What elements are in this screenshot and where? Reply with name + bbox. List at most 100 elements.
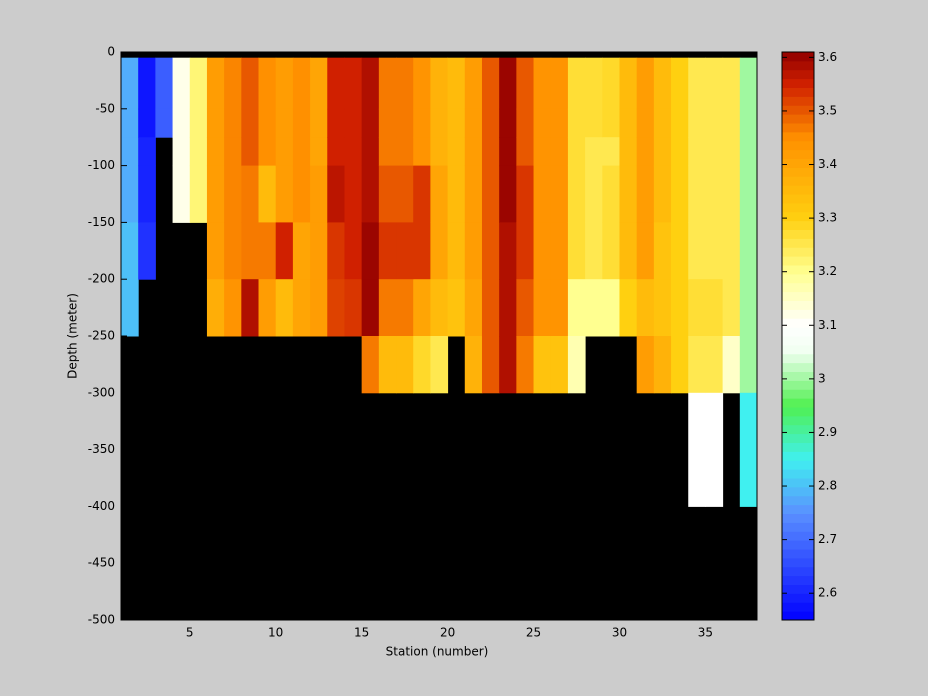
cell [499,279,517,337]
colorbar-swatch [782,167,814,177]
cell [189,108,208,138]
colorbar-swatch [782,353,814,364]
cell [705,336,724,394]
cell [430,222,449,280]
colorbar-swatch [782,504,814,514]
colorbar-swatch [782,60,814,71]
cell [413,336,431,394]
cell [447,137,466,167]
cell [585,57,603,110]
cell [499,222,517,280]
cell [413,222,431,280]
colorbar-swatch [782,611,814,621]
cell [310,137,328,167]
colorbar-swatch [782,584,814,594]
cell [722,165,741,223]
colorbar-swatch [782,575,814,585]
cell [430,336,449,394]
cell [413,137,431,167]
colorbar-swatch [782,602,814,612]
colorbar-tick-label: 3.2 [818,264,837,278]
cell [206,222,225,280]
cell [275,279,294,337]
cell [602,165,620,223]
cell [327,57,345,110]
cell [567,108,586,138]
colorbar-swatch [782,229,814,239]
cell [739,336,758,394]
cell [430,137,449,167]
x-tick-label: 35 [698,626,713,640]
cell [361,336,380,394]
cell [378,108,397,138]
colorbar-swatch [782,123,814,133]
cell [430,57,449,110]
colorbar-tick-label: 3.5 [818,103,837,117]
cell [550,165,569,223]
colorbar-swatch [782,140,814,151]
cell [121,165,139,223]
cell [671,336,689,394]
colorbar-swatch [782,87,814,97]
colorbar-swatch [782,442,814,452]
colorbar-swatch [782,460,814,470]
cell [224,165,242,223]
cell [722,108,741,138]
cell [378,57,397,110]
colorbar-swatch [782,486,814,497]
colorbar-swatch [782,478,814,488]
colorbar-tick-label: 3.1 [818,318,837,332]
cell [722,279,741,337]
colorbar-swatch [782,114,814,124]
cell [464,137,483,167]
colorbar-tick-label: 2.9 [818,425,837,439]
colorbar-swatch [782,407,814,417]
cell [292,108,311,138]
cell [739,137,758,167]
colorbar-swatch [782,69,814,80]
cell [585,165,603,223]
cell [739,165,758,223]
cell [653,279,672,337]
colorbar-swatch [782,211,814,222]
cell [464,108,483,138]
colorbar-swatch [782,593,814,603]
colorbar-swatch [782,176,814,186]
cell [327,137,345,167]
cell [722,222,741,280]
cell [172,137,191,167]
cell [258,222,277,280]
cell [722,336,741,394]
colorbar-swatch [782,78,814,88]
x-tick-label: 10 [268,626,283,640]
colorbar-tick-label: 3 [818,371,826,385]
cell [327,279,345,337]
cell [688,108,706,138]
colorbar-swatch [782,380,814,390]
cell [447,279,466,337]
cell [241,279,260,337]
cell [636,336,655,394]
colorbar-swatch [782,318,814,328]
cell [688,222,706,280]
cell [619,279,638,337]
cell [258,108,277,138]
cell [550,108,569,138]
y-tick-label: -450 [88,556,115,570]
cell [705,108,724,138]
cell [705,57,724,110]
colorbar-swatch [782,557,814,568]
cell [722,137,741,167]
cell [636,222,655,280]
colorbar-swatch [782,433,814,443]
cell [258,279,277,337]
cell [516,137,535,167]
colorbar-swatch [782,327,814,337]
cell [636,57,655,110]
cell [619,137,638,167]
cell [533,108,552,138]
cell [378,137,397,167]
cell [653,108,672,138]
cell [378,222,397,280]
